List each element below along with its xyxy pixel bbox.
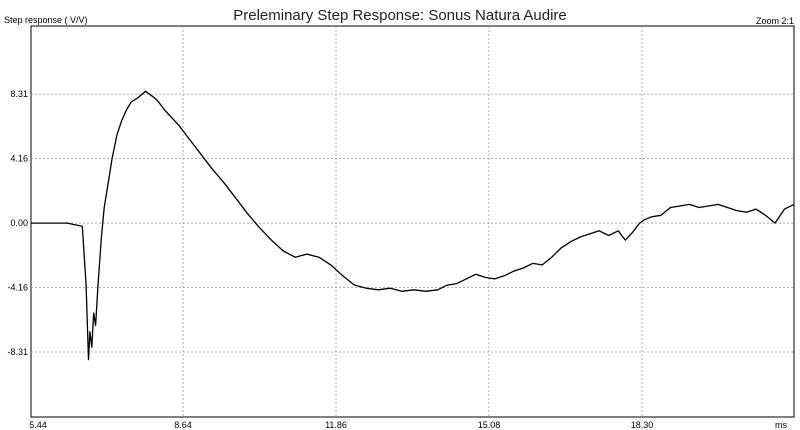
grid-lines bbox=[31, 26, 794, 417]
x-tick-label: 11.86 bbox=[325, 420, 347, 430]
tick-labels: 5.44 8.64 11.86 15.08 18.30 8.31 4.16 0.00 -4.16… bbox=[7, 89, 653, 430]
y-tick-label: 4.16 bbox=[10, 154, 28, 164]
y-tick-label: 8.31 bbox=[10, 89, 28, 99]
y-tick-label: -8.31 bbox=[7, 347, 28, 357]
x-axis-unit: ms bbox=[775, 420, 787, 430]
zoom-indicator: Zoom 2:1 bbox=[755, 16, 794, 26]
x-tick-label: 15.08 bbox=[478, 420, 501, 430]
x-tick-label: 8.64 bbox=[174, 420, 192, 430]
x-tick-label: 5.44 bbox=[29, 420, 47, 430]
y-tick-label: -4.16 bbox=[7, 283, 28, 293]
series-line bbox=[31, 90, 795, 361]
chart-title: Preleminary Step Response: Sonus Natura … bbox=[233, 7, 567, 24]
plot-frame bbox=[30, 25, 795, 418]
y-tick-label: 0.00 bbox=[10, 218, 28, 228]
y-axis-label: Step response ( V/V) bbox=[4, 15, 88, 25]
x-tick-label: 18.30 bbox=[631, 420, 654, 430]
